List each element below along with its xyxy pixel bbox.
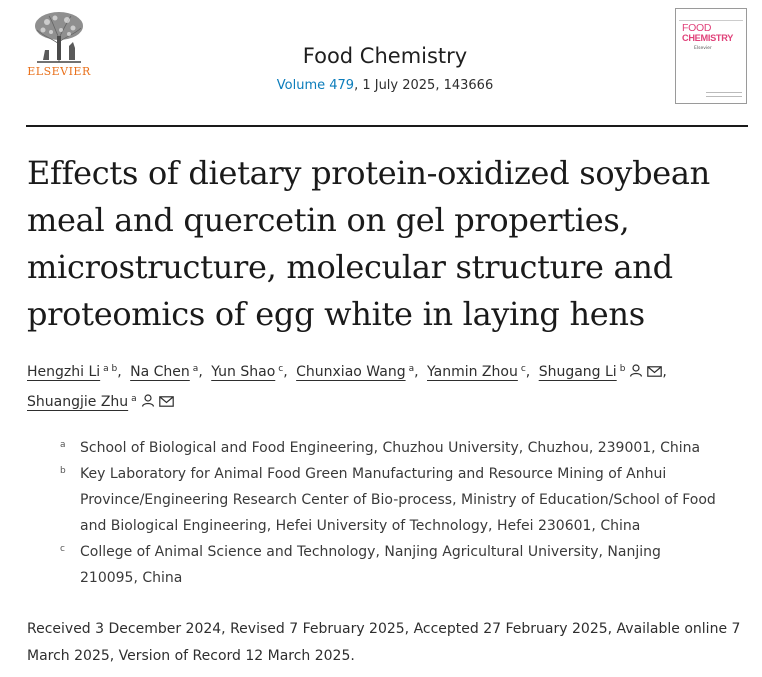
author-item[interactable]: Yanmin Zhou c <box>427 364 526 380</box>
article-title: Effects of dietary protein-oxidized soyb… <box>27 154 710 333</box>
author-name[interactable]: Hengzhi Li <box>27 364 101 380</box>
author-list: Hengzhi Li a b, Na Chen a, Yun Shao c, Chun… <box>27 356 747 416</box>
cover-title: FOOD CHEMISTRY <box>682 23 733 43</box>
issue-details: , 1 July 2025, 143666 <box>354 78 494 93</box>
author-name[interactable]: Shuangjie Zhu <box>27 394 129 410</box>
author-name[interactable]: Yun Shao <box>211 364 276 380</box>
author-affiliation-marks: a <box>131 394 137 404</box>
author-name[interactable]: Na Chen <box>130 364 190 380</box>
author-item[interactable]: Hengzhi Li a b <box>27 364 117 380</box>
journal-name[interactable]: Food Chemistry <box>302 44 468 68</box>
author-item[interactable]: Chunxiao Wang a <box>296 364 414 380</box>
affiliation-label: c <box>60 544 65 554</box>
author-item[interactable]: Yun Shao c <box>211 364 283 380</box>
affiliation-label: a <box>60 440 66 450</box>
author-affiliation-marks: c <box>520 364 526 374</box>
cover-title-line1: FOOD <box>682 22 712 34</box>
mail-icon[interactable] <box>158 390 174 416</box>
author-item[interactable]: Shugang Li b <box>539 364 663 380</box>
affiliation-text: College of Animal Science and Technology… <box>80 544 661 586</box>
author-affiliation-marks: a <box>192 364 199 374</box>
author-item[interactable]: Shuangjie Zhu a <box>27 394 174 410</box>
volume-link[interactable]: Volume 479 <box>276 78 355 93</box>
publisher-logo[interactable]: ELSEVIER <box>26 8 92 80</box>
cover-subtitle: Elsevier <box>694 46 712 51</box>
cover-footer-mark <box>706 92 742 97</box>
author-name[interactable]: Yanmin Zhou <box>427 364 518 380</box>
author-name[interactable]: Shugang Li <box>538 364 617 380</box>
author-affiliation-marks: c <box>278 364 284 374</box>
cover-header-strip <box>679 12 743 21</box>
affiliation-item: c College of Animal Science and Technolog… <box>60 539 720 591</box>
publisher-wordmark: ELSEVIER <box>27 65 91 78</box>
mail-icon[interactable] <box>647 360 663 386</box>
affiliation-text: School of Biological and Food Engineerin… <box>80 440 701 456</box>
affiliation-list: a School of Biological and Food Engineeri… <box>60 435 720 591</box>
author-affiliation-marks: b <box>619 364 626 374</box>
author-item[interactable]: Na Chen a <box>130 364 198 380</box>
person-icon[interactable] <box>141 390 155 416</box>
affiliation-item: b Key Laboratory for Animal Food Green Ma… <box>60 461 720 539</box>
header-divider <box>26 125 748 127</box>
tree-emblem-icon <box>29 8 89 64</box>
author-name[interactable]: Chunxiao Wang <box>296 364 406 380</box>
author-affiliation-marks: a b <box>103 364 118 374</box>
person-icon[interactable] <box>629 360 643 386</box>
author-affiliation-marks: a <box>408 364 415 374</box>
affiliation-label: b <box>60 466 66 476</box>
journal-cover-thumbnail[interactable]: FOOD CHEMISTRY Elsevier <box>675 8 747 104</box>
journal-header: Food Chemistry Volume 479, 1 July 2025, … <box>200 44 570 93</box>
article-history-dates: Received 3 December 2024, Revised 7 Febr… <box>27 621 741 664</box>
affiliation-item: a School of Biological and Food Engineeri… <box>60 435 720 461</box>
cover-title-line2: CHEMISTRY <box>682 33 734 43</box>
journal-issue-info: Volume 479, 1 July 2025, 143666 <box>200 78 570 93</box>
affiliation-text: Key Laboratory for Animal Food Green Man… <box>80 466 716 534</box>
